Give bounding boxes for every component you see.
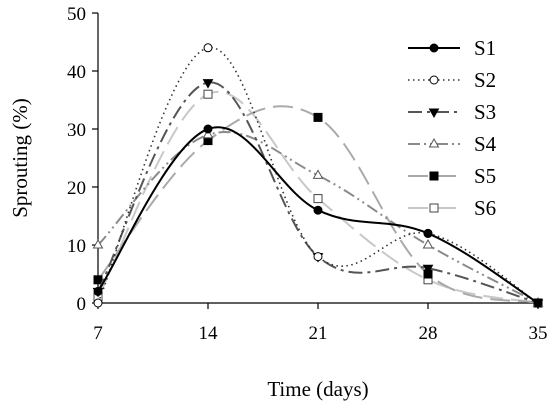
series-line-s3 [97,81,539,304]
legend-item-s3: S3 [408,100,496,124]
legend-swatch-marker [429,171,439,181]
data-point-s1 [533,298,543,308]
legend-swatch-marker [429,43,439,53]
x-axis-title: Time (days) [267,377,368,401]
y-tick-label: 10 [67,236,86,257]
x-tick-label: 35 [529,323,548,344]
y-tick-label: 30 [67,120,86,141]
x-tick-label: 7 [93,323,103,344]
data-point-s1 [203,124,213,134]
data-point-s4 [202,128,214,139]
legend-label: S4 [474,132,497,156]
x-tick-label: 28 [419,323,438,344]
legend-item-s1: S1 [408,36,496,60]
data-point-s3 [422,264,434,275]
series-s1 [93,124,543,308]
data-point-s5 [313,112,323,122]
series-line-s4 [97,131,539,304]
y-axis-title: Sprouting (%) [8,98,32,218]
data-point-s1 [93,286,103,296]
data-point-s5 [93,275,103,285]
legend-label: S2 [474,68,496,92]
legend-item-s6: S6 [408,196,496,220]
data-point-s6 [203,89,213,99]
series-line-s2 [97,46,539,304]
data-point-s4 [92,238,104,249]
series-layer [92,43,544,310]
axes: 0 10 20 30 40 50 7 14 21 28 35 [67,4,548,344]
data-point-s2 [203,43,213,53]
data-point-s1 [313,205,323,215]
legend: S1 S2 S3 S4 S5 S6 [408,36,497,220]
data-point-s4 [422,238,434,249]
series-line-s1 [97,126,539,304]
legend-label: S5 [474,164,496,188]
data-point-s2 [93,298,103,308]
legend-item-s4: S4 [408,132,497,156]
data-point-s1 [423,228,433,238]
x-tick-label: 14 [199,323,219,344]
data-point-s3 [202,79,214,89]
data-point-s6 [313,194,323,204]
legend-item-s5: S5 [408,164,496,188]
legend-swatch-marker [429,75,439,85]
legend-swatch-marker [428,137,440,148]
y-tick-label: 40 [67,62,86,83]
y-tick-label: 20 [67,178,86,199]
legend-label: S3 [474,100,496,124]
legend-label: S1 [474,36,496,60]
legend-item-s2: S2 [408,68,496,92]
legend-swatch-marker [429,203,439,213]
y-tick-label: 50 [67,4,86,25]
x-tick-label: 21 [309,323,328,344]
legend-swatch-marker [428,108,440,119]
y-tick-label: 0 [77,294,87,315]
data-point-s2 [313,252,323,262]
data-point-s4 [312,169,324,179]
legend-label: S6 [474,196,496,220]
